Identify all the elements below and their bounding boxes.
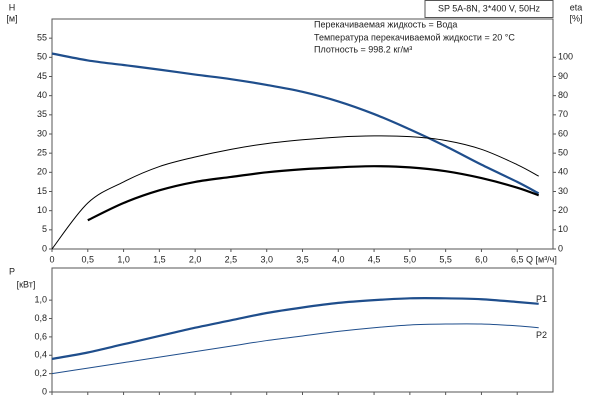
y-tick-label: 5 [42,224,47,234]
y-tick-label: 0 [42,386,47,396]
series-line [51,297,539,361]
y-tick-label: 45 [37,71,47,81]
x-axis-label: Q [м³/ч] [526,254,557,264]
y-tick-label: 20 [37,167,47,177]
annotation: Температура перекачиваемой жидкости = 20… [314,32,515,42]
y2-axis-label: [%] [569,13,582,23]
x-tick-label: 1,0 [117,254,130,264]
y-tick-label: 0,4 [34,350,47,360]
plot-frame [51,267,554,393]
y2-tick-label: 10 [558,224,568,234]
annotation: Перекачиваемая жидкость = Вода [314,19,457,29]
y2-tick-label: 80 [558,90,568,100]
plot-frame [51,18,554,250]
series-line [51,323,539,375]
x-tick-label: 2,5 [225,254,238,264]
y2-tick-label: 90 [558,71,568,81]
x-tick-label: 6,0 [475,254,488,264]
y2-tick-label: 40 [558,167,568,177]
annotation: Плотность = 998.2 кг/м³ [314,44,412,54]
y-axis-label: [кВт] [17,279,36,289]
y-axis-label: H [9,2,16,12]
y-tick-label: 0,6 [34,331,47,341]
y-tick-label: 0,2 [34,368,47,378]
y2-axis-label: eta [570,2,583,12]
info-text: SP 5A-8N, 3*400 V, 50Hz [438,3,541,13]
y-axis-label: [м] [6,13,17,23]
y2-tick-label: 0 [558,243,563,253]
y-tick-label: 0,8 [34,313,47,323]
y-axis-label: P [9,266,15,276]
y-tick-label: 1,0 [34,295,47,305]
y-tick-label: 35 [37,109,47,119]
x-tick-label: 4,5 [368,254,381,264]
series-line [51,135,539,250]
y2-tick-label: 20 [558,205,568,215]
x-tick-label: 0,5 [82,254,95,264]
y-tick-label: 0 [42,243,47,253]
y2-tick-label: 60 [558,128,568,138]
y-tick-label: 15 [37,186,47,196]
y-tick-label: 30 [37,128,47,138]
x-tick-label: 5,5 [439,254,452,264]
x-tick-label: 5,0 [404,254,417,264]
x-tick-label: 6,5 [511,254,524,264]
x-tick-label: 4,0 [332,254,345,264]
y-tick-label: 55 [37,33,47,43]
y-tick-label: 40 [37,90,47,100]
y2-tick-label: 50 [558,148,568,158]
x-tick-label: 3,5 [296,254,309,264]
x-tick-label: 3,0 [260,254,273,264]
series-label: P1 [536,294,547,304]
y-tick-label: 10 [37,205,47,215]
x-tick-label: 0 [49,254,54,264]
y2-tick-label: 100 [558,52,573,62]
series-line [51,52,540,195]
y2-tick-label: 70 [558,109,568,119]
y-tick-label: 50 [37,52,47,62]
y-tick-label: 25 [37,148,47,158]
series-label: P2 [536,330,547,340]
x-tick-label: 1,5 [153,254,166,264]
info-box [424,0,554,18]
series-line [87,165,540,222]
y2-tick-label: 30 [558,186,568,196]
x-tick-label: 2,0 [189,254,202,264]
